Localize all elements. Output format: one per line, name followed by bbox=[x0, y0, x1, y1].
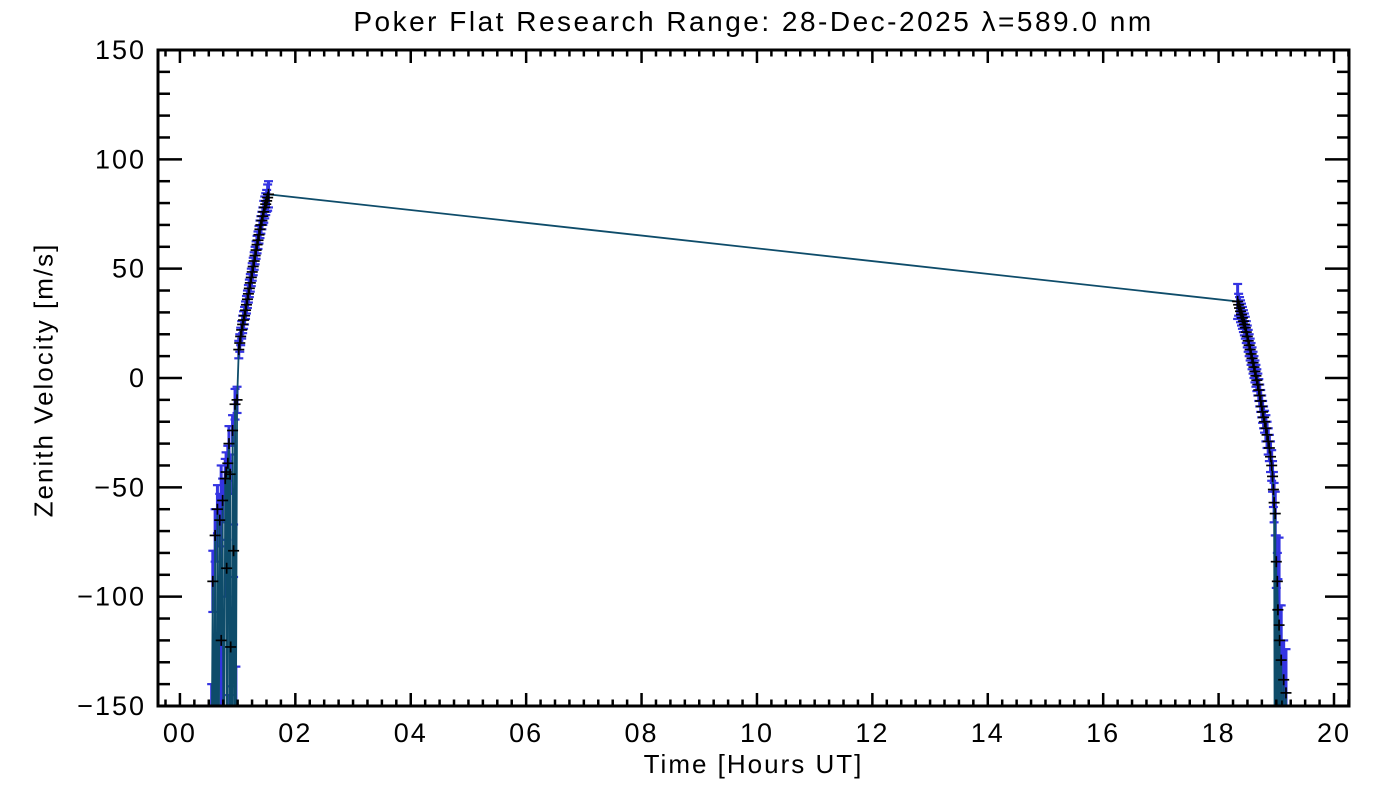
y-tick-label: −150 bbox=[77, 691, 146, 721]
y-tick-label: −100 bbox=[77, 582, 146, 612]
x-tick-label: 20 bbox=[1317, 718, 1351, 748]
x-tick-label: 08 bbox=[625, 718, 659, 748]
x-tick-label: 18 bbox=[1202, 718, 1236, 748]
x-tick-label: 10 bbox=[740, 718, 774, 748]
y-tick-label: −50 bbox=[94, 472, 146, 502]
y-tick-label: 50 bbox=[112, 254, 146, 284]
y-tick-label: 150 bbox=[95, 35, 146, 65]
y-tick-label: 0 bbox=[129, 363, 146, 393]
x-tick-label: 14 bbox=[971, 718, 1005, 748]
y-tick-label: 100 bbox=[95, 144, 146, 174]
x-tick-label: 00 bbox=[163, 718, 197, 748]
chart-title: Poker Flat Research Range: 28-Dec-2025 λ… bbox=[353, 6, 1154, 37]
x-tick-label: 02 bbox=[278, 718, 312, 748]
x-tick-label: 16 bbox=[1086, 718, 1120, 748]
x-axis-label: Time [Hours UT] bbox=[643, 749, 864, 779]
y-axis-label: Zenith Velocity [m/s] bbox=[28, 242, 59, 518]
x-tick-label: 12 bbox=[855, 718, 889, 748]
x-tick-label: 04 bbox=[394, 718, 428, 748]
x-tick-label: 06 bbox=[509, 718, 543, 748]
